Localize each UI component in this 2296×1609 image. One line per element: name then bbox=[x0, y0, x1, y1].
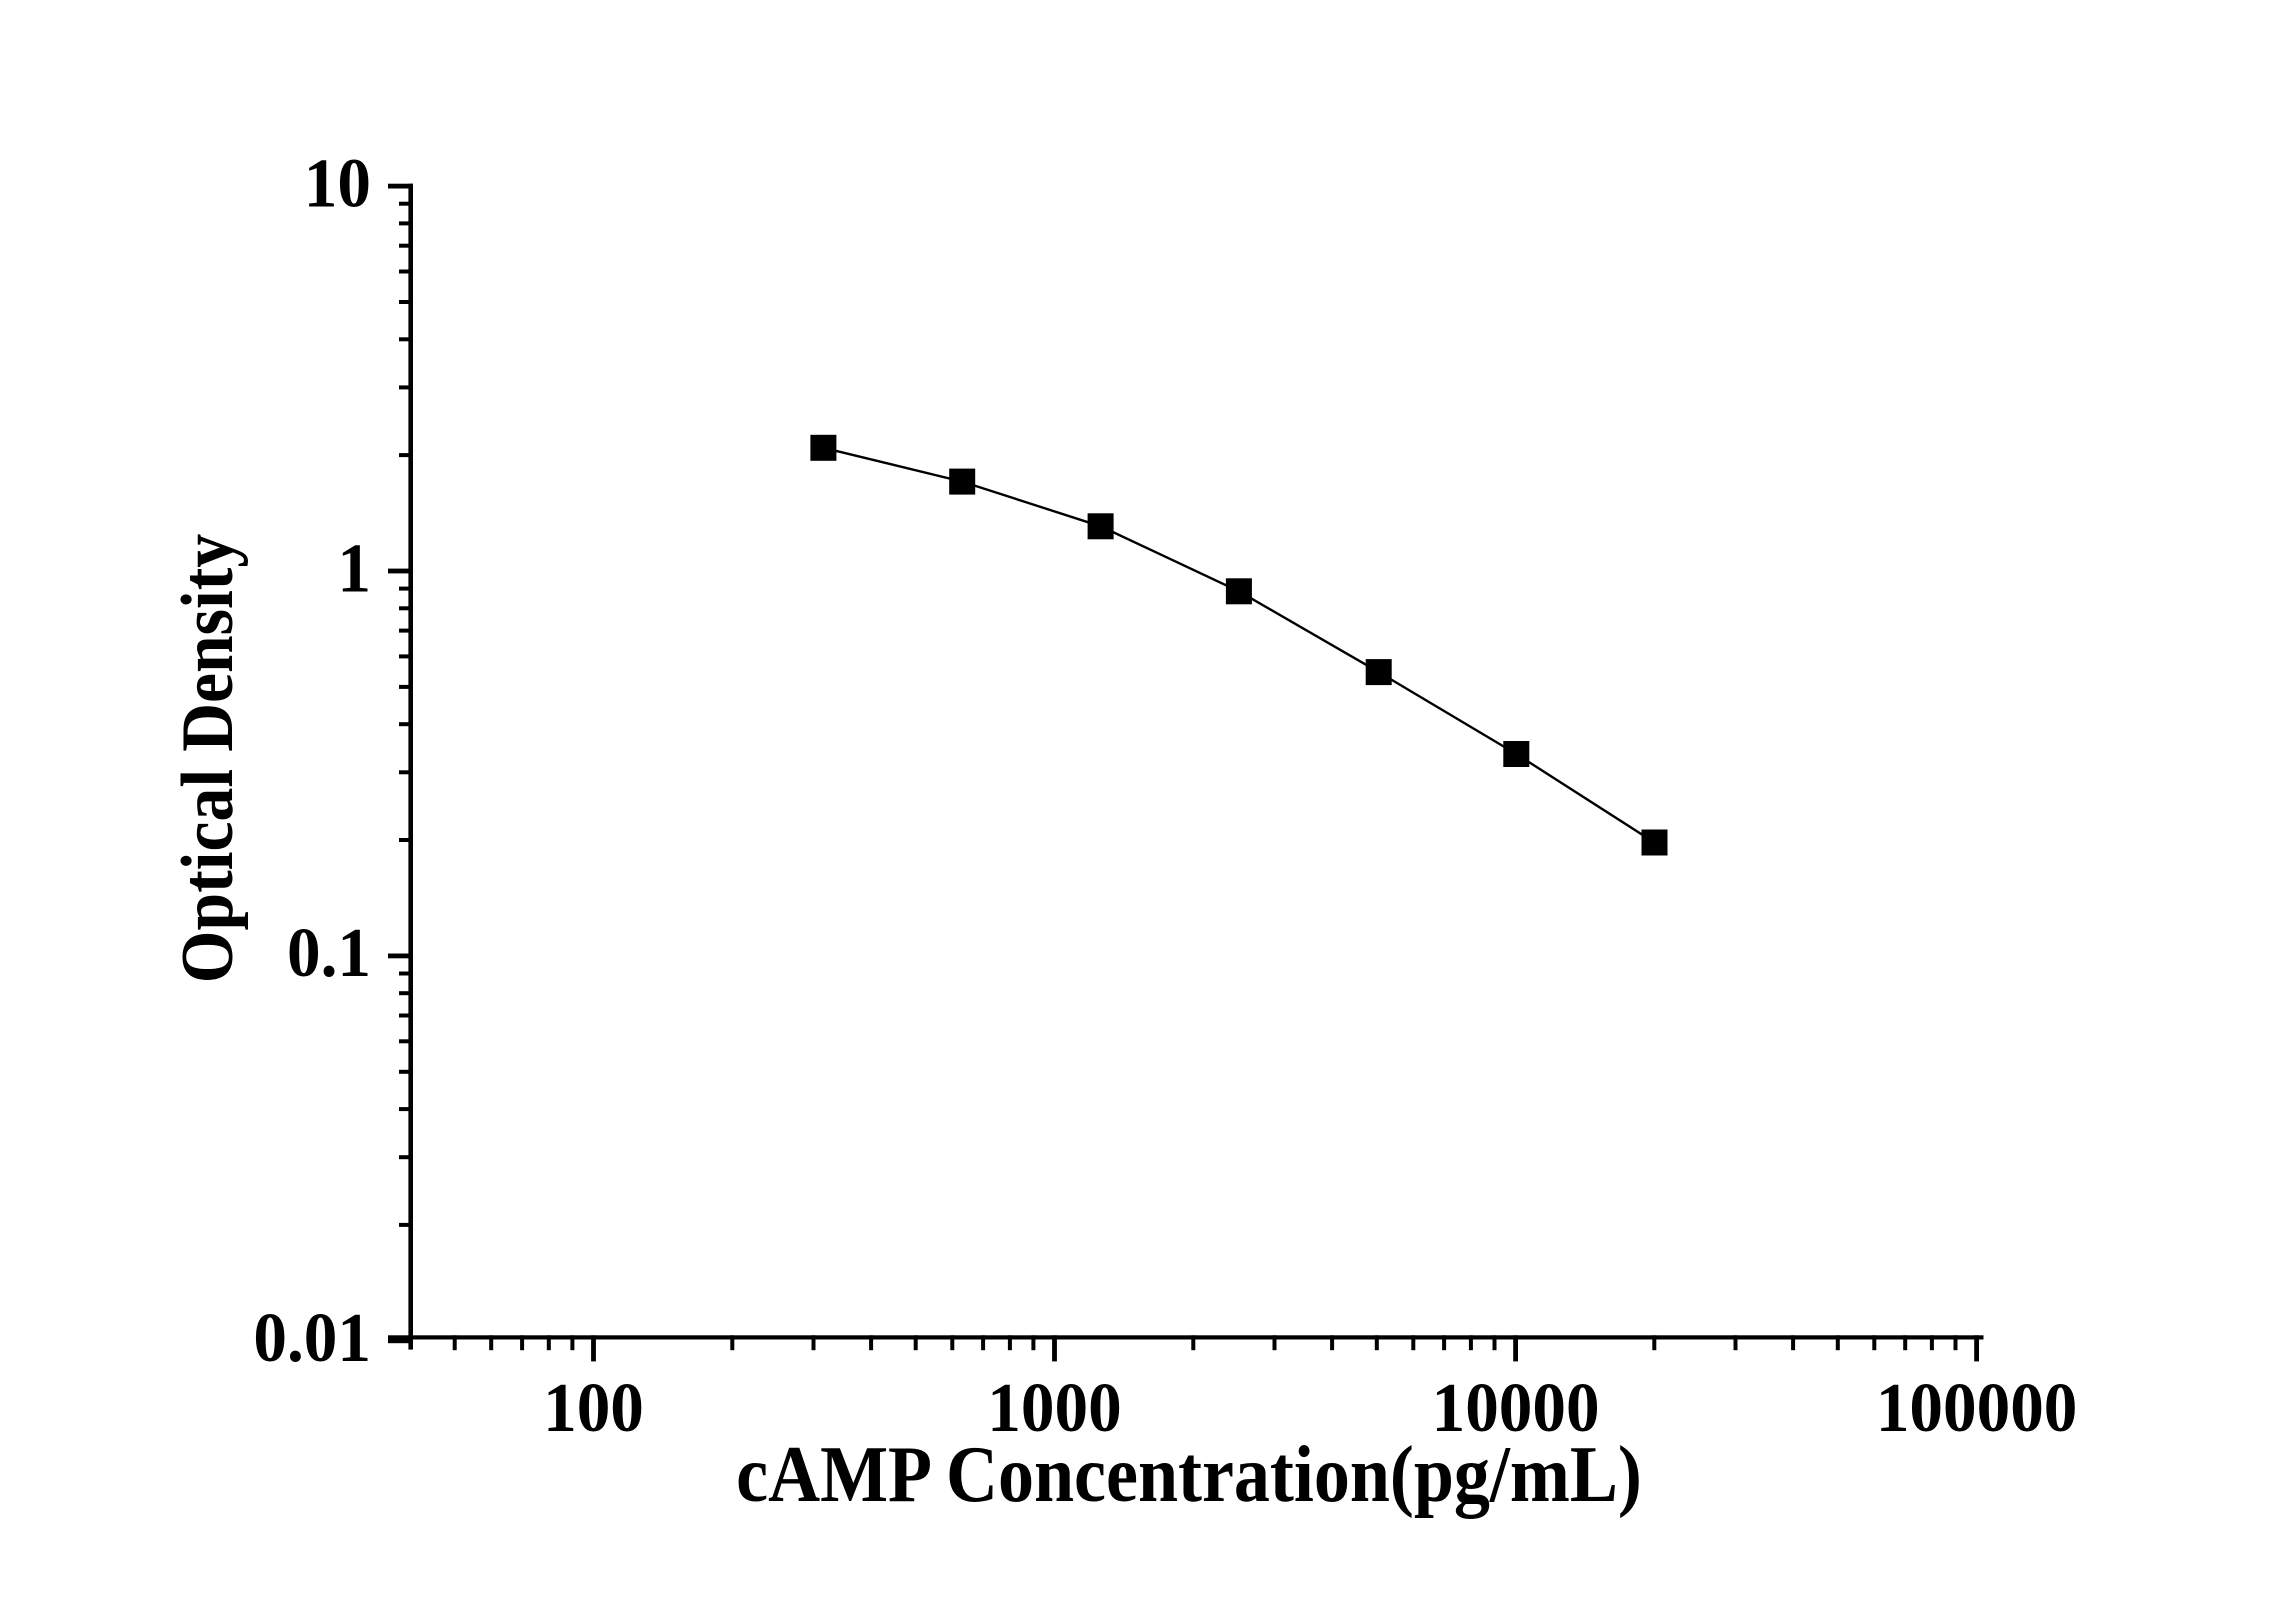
svg-text:10000: 10000 bbox=[1432, 1369, 1600, 1447]
svg-text:cAMP Concentration(pg/mL): cAMP Concentration(pg/mL) bbox=[736, 1431, 1642, 1519]
svg-text:1: 1 bbox=[337, 529, 371, 607]
svg-text:0.01: 0.01 bbox=[253, 1299, 371, 1377]
svg-text:Optical Density: Optical Density bbox=[167, 534, 248, 983]
svg-text:0.1: 0.1 bbox=[287, 914, 371, 992]
svg-text:10: 10 bbox=[304, 144, 371, 222]
svg-text:1000: 1000 bbox=[987, 1369, 1121, 1447]
svg-text:100: 100 bbox=[543, 1369, 644, 1447]
svg-text:100000: 100000 bbox=[1876, 1369, 2078, 1447]
